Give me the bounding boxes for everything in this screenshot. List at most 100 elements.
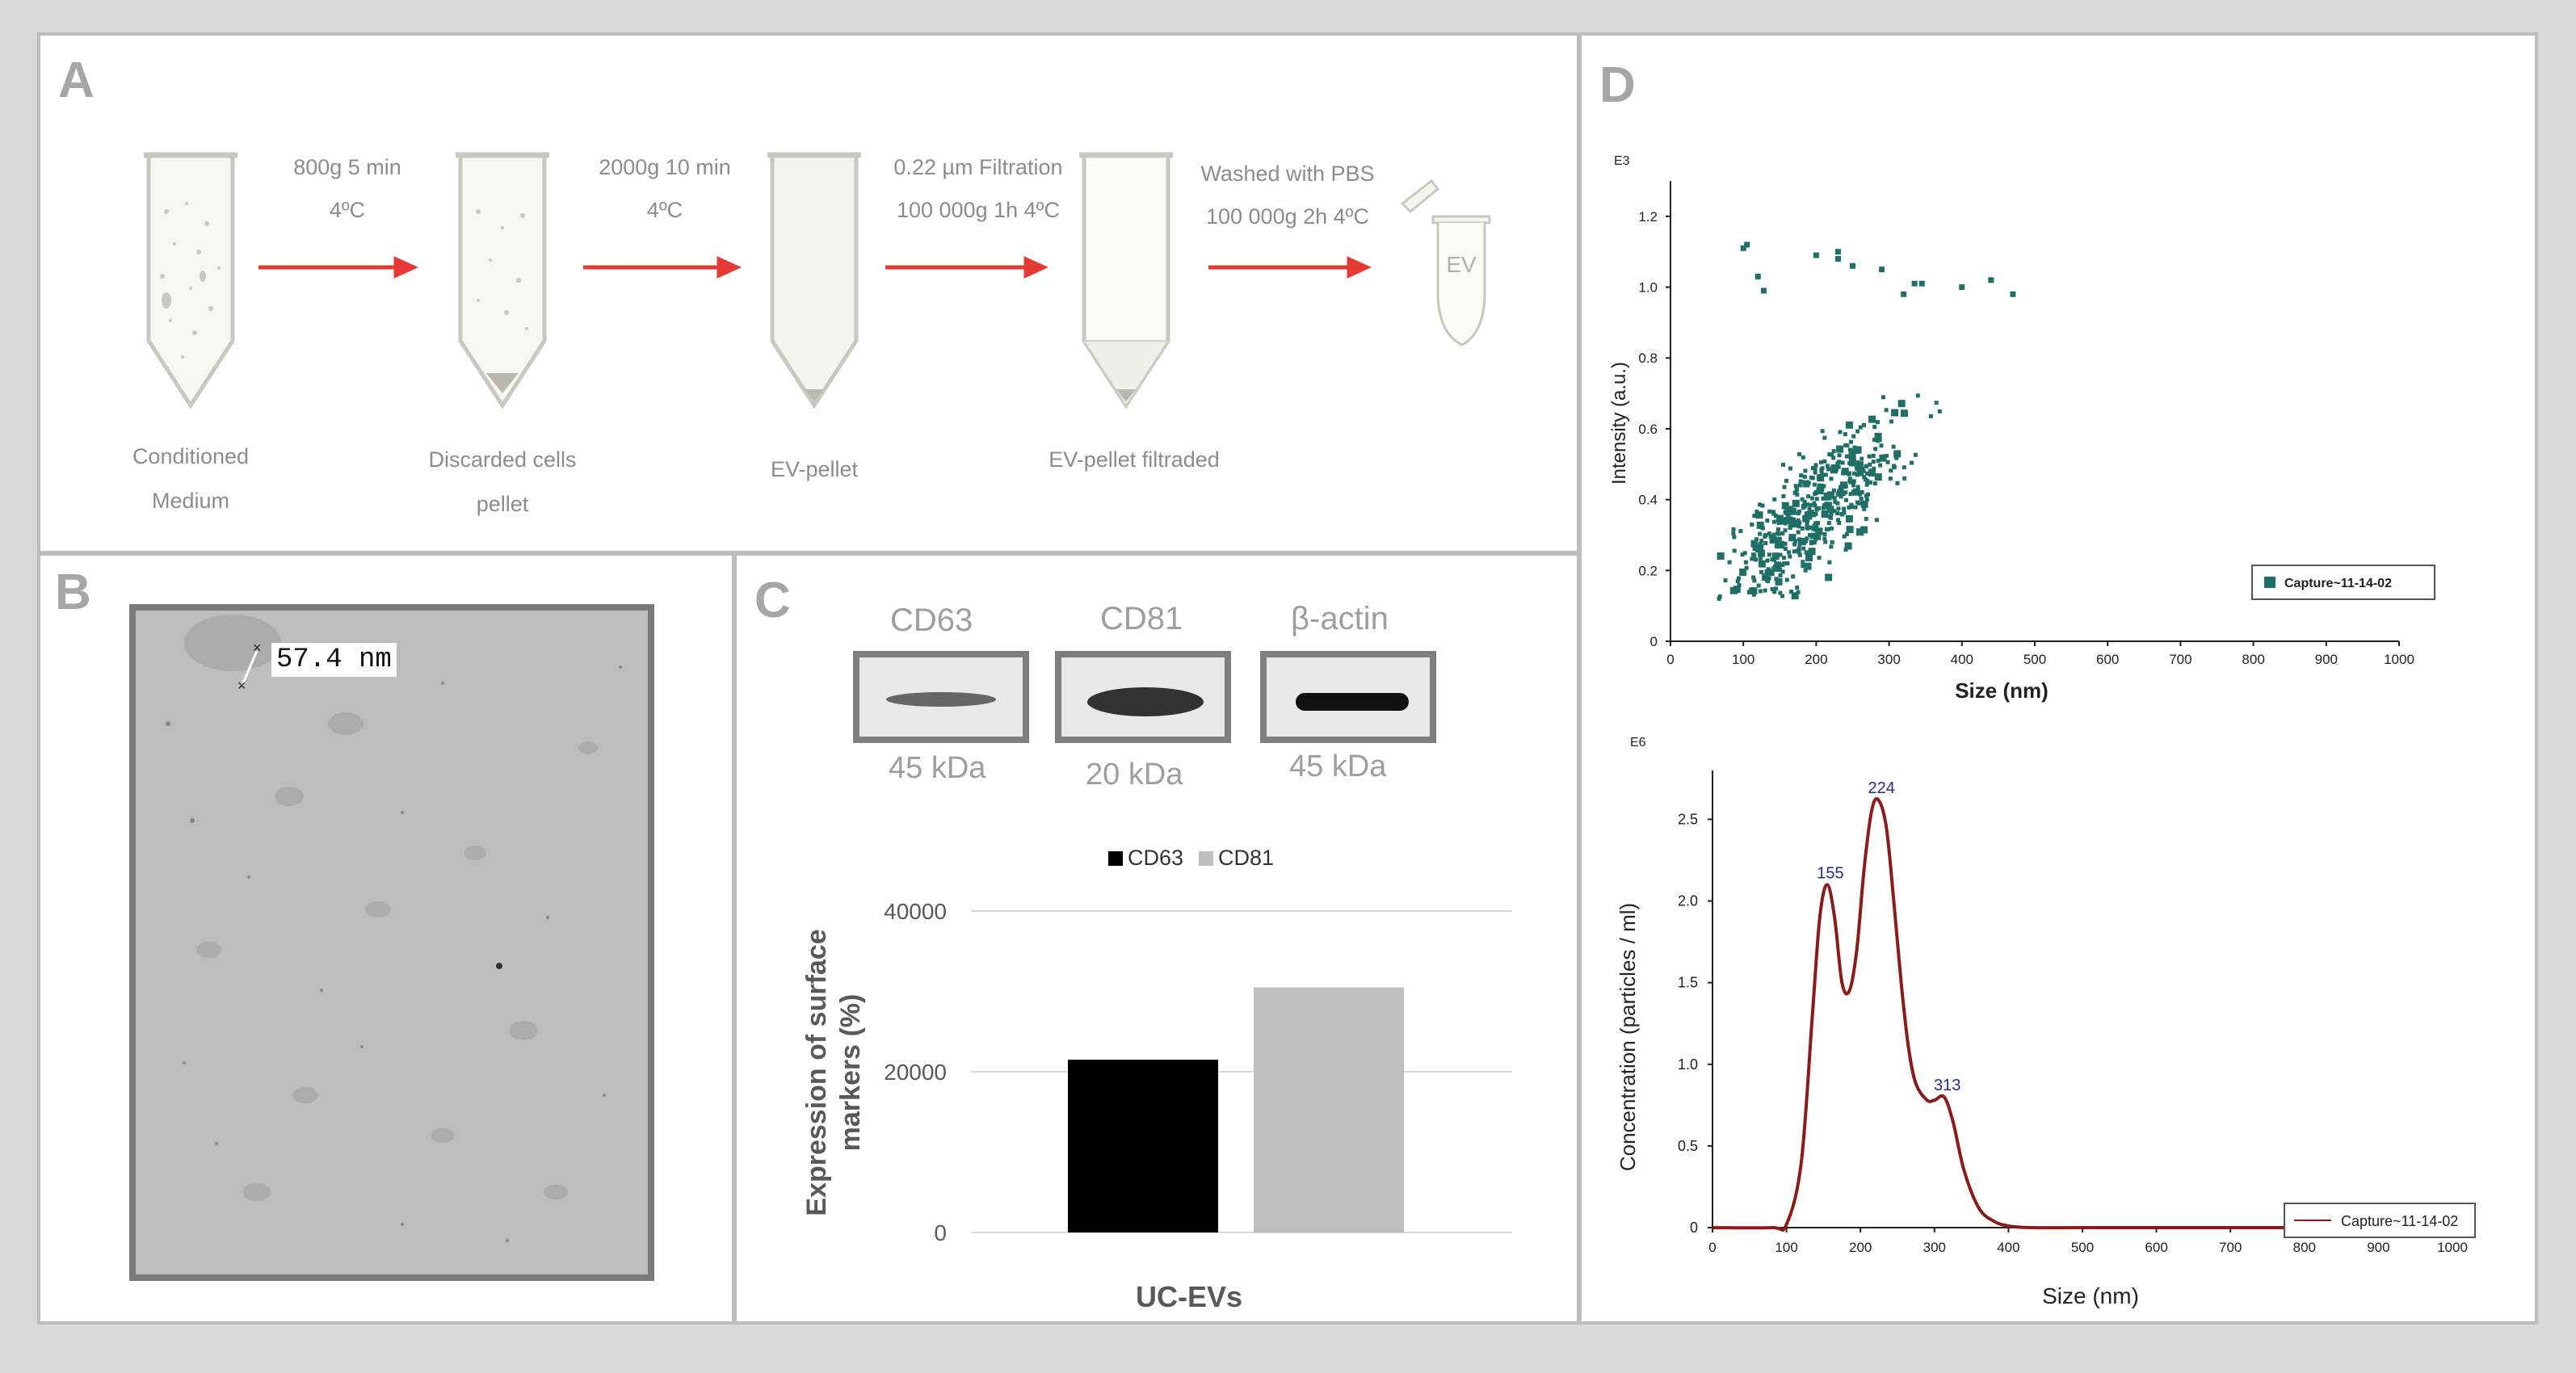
scatter-point bbox=[1823, 472, 1828, 477]
scatter-point bbox=[1850, 262, 1855, 269]
scatter-point bbox=[1780, 531, 1785, 535]
scatter-point bbox=[1820, 429, 1825, 434]
scatter-legend: Capture~11-14-02 bbox=[2251, 565, 2435, 600]
scatter-x-tick-8: 800 bbox=[2242, 652, 2264, 667]
scatter-point bbox=[1809, 541, 1813, 546]
scatter-point bbox=[1843, 432, 1847, 437]
scatter-point bbox=[1774, 586, 1779, 591]
scatter-point bbox=[1844, 531, 1849, 536]
bar-chart: CD63 CD81 0 20000 40000 UC-EVs Expression … bbox=[801, 846, 1512, 1313]
scatter-point bbox=[1796, 530, 1801, 535]
step-3-line2: 100 000g 1h 4ºC bbox=[896, 198, 1061, 222]
scatter-point bbox=[1864, 482, 1869, 487]
scatter-point bbox=[1818, 460, 1823, 464]
scatter-point bbox=[1842, 506, 1847, 511]
bar-cd63 bbox=[1068, 1060, 1218, 1232]
scatter-point bbox=[1744, 565, 1749, 570]
scatter-point bbox=[1851, 483, 1856, 488]
scatter-point bbox=[1797, 520, 1802, 525]
scatter-point bbox=[1746, 590, 1751, 595]
step-4-line2: 100 000g 2h 4ºC bbox=[1205, 204, 1370, 229]
scatter-point bbox=[1838, 494, 1843, 499]
scatter-point bbox=[1783, 541, 1788, 546]
scatter-point bbox=[1771, 552, 1780, 561]
scatter-point bbox=[1723, 578, 1728, 583]
scatter-point bbox=[1800, 526, 1805, 531]
tube-ev-pellet bbox=[767, 152, 861, 409]
scatter-legend-swatch bbox=[2264, 577, 2276, 588]
scatter-point bbox=[1780, 569, 1785, 574]
scatter-point bbox=[1861, 468, 1866, 473]
scatter-point bbox=[1791, 574, 1796, 579]
scatter-point bbox=[1801, 564, 1805, 569]
scatter-point bbox=[1788, 466, 1793, 471]
panel-a: A EV bbox=[37, 32, 1580, 554]
scatter-point bbox=[1790, 510, 1795, 515]
scatter-point bbox=[1817, 483, 1822, 488]
scatter-point bbox=[1841, 471, 1846, 476]
scatter-point bbox=[1806, 481, 1811, 485]
scatter-point bbox=[1744, 241, 1750, 248]
scatter-point bbox=[1792, 499, 1800, 507]
scatter-point bbox=[1775, 531, 1780, 535]
ev-microtube: EV bbox=[1399, 171, 1496, 365]
line-y-tick-5: 2.5 bbox=[1678, 811, 1698, 827]
scatter-point bbox=[1763, 541, 1768, 546]
scatter-point bbox=[1769, 536, 1777, 544]
scatter-point bbox=[1789, 519, 1797, 527]
scatter-point bbox=[1799, 538, 1807, 546]
scatter-point bbox=[1845, 443, 1850, 448]
scatter-point bbox=[1758, 556, 1763, 561]
scatter-point bbox=[1813, 490, 1818, 495]
scatter-point bbox=[1803, 568, 1808, 573]
peak-labels: 155 224 313 bbox=[1817, 779, 1960, 1094]
scatter-point bbox=[1841, 492, 1846, 497]
scatter-point bbox=[1816, 521, 1821, 526]
bar-y-tick-0: 0 bbox=[934, 1220, 947, 1245]
scatter-point bbox=[1756, 583, 1761, 588]
scatter-y-label: Intensity (a.u.) bbox=[1608, 362, 1630, 485]
scatter-point bbox=[1872, 425, 1877, 430]
blot-title-cd63: CD63 bbox=[890, 603, 973, 638]
scatter-point bbox=[1832, 496, 1837, 501]
scatter-point bbox=[1788, 521, 1793, 526]
scatter-point bbox=[1844, 542, 1852, 550]
scatter-point bbox=[1788, 554, 1792, 559]
scatter-point bbox=[1824, 502, 1832, 510]
arrow-icon-4 bbox=[1208, 256, 1372, 279]
scatter-point bbox=[1804, 550, 1809, 555]
line-y-tick-3: 1.5 bbox=[1678, 975, 1698, 991]
scatter-point bbox=[1809, 502, 1813, 507]
scatter-point bbox=[1827, 451, 1832, 456]
scatter-point bbox=[1865, 479, 1870, 484]
scatter-point bbox=[1751, 575, 1756, 580]
tube-ev-pellet-filtraded bbox=[1079, 152, 1173, 409]
bar-y-tick-1: 20000 bbox=[884, 1060, 947, 1085]
scatter-point bbox=[1774, 536, 1782, 544]
scatter-point bbox=[1847, 505, 1851, 510]
line-legend-label: Capture~11-14-02 bbox=[2341, 1213, 2458, 1229]
scatter-point bbox=[1860, 526, 1868, 534]
scatter-point bbox=[1760, 503, 1765, 508]
scatter-point bbox=[1740, 552, 1745, 557]
scatter-legend-label: Capture~11-14-02 bbox=[2284, 577, 2392, 590]
scatter-point bbox=[1868, 468, 1876, 477]
scatter-point bbox=[1777, 541, 1785, 549]
scatter-point bbox=[1864, 498, 1869, 502]
scatter-point bbox=[1848, 459, 1856, 467]
scatter-point bbox=[1811, 532, 1816, 537]
scatter-point bbox=[1781, 502, 1789, 510]
scatter-point bbox=[1812, 513, 1817, 518]
scatter-point bbox=[1873, 447, 1878, 451]
scatter-point bbox=[1800, 497, 1805, 502]
scatter-point bbox=[1872, 481, 1877, 486]
scatter-point bbox=[1750, 540, 1759, 548]
scatter-x-tick-3: 300 bbox=[1877, 652, 1900, 667]
scatter-points bbox=[1717, 241, 2016, 601]
scatter-point bbox=[1810, 466, 1815, 471]
tem-image: × × 57.4 nm bbox=[129, 604, 654, 1281]
scatter-point bbox=[1783, 547, 1788, 552]
scatter-point bbox=[1839, 481, 1847, 489]
scatter-point bbox=[1848, 480, 1853, 485]
scatter-point bbox=[1847, 472, 1851, 477]
